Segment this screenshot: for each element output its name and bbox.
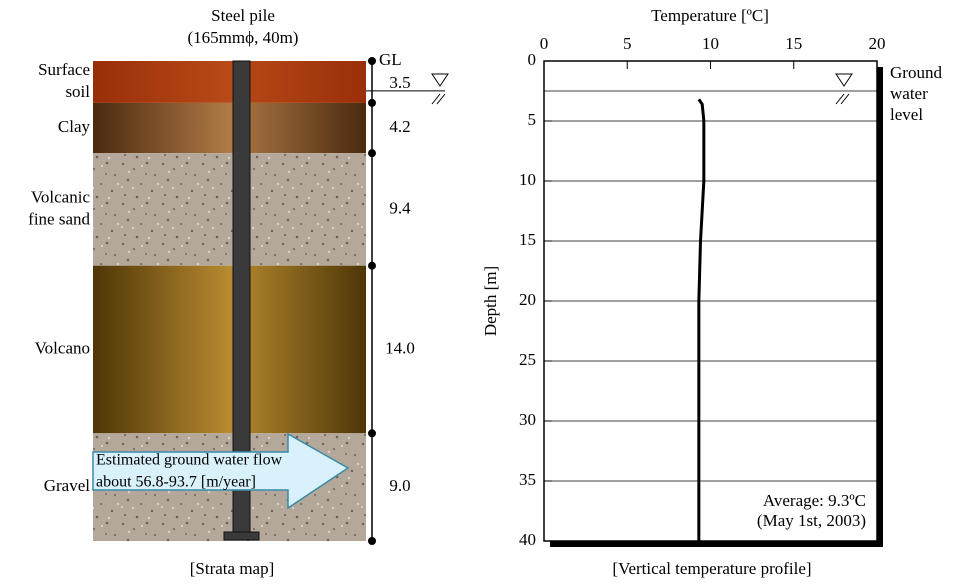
gw-symbol [432,74,448,86]
caption: [Strata map] [190,559,275,578]
stratum-name: Surface [38,60,90,79]
x-tick-label: 10 [702,34,719,53]
y-tick-label: 35 [519,470,536,489]
x-axis-label: Temperature [ºC] [651,6,769,25]
stratum-name: fine sand [28,209,90,228]
y-tick-label: 10 [519,170,536,189]
y-tick-label: 5 [528,110,537,129]
page: Steel pile (165mmϕ, 40m) GL 3.5 Surface soil 4… [0,0,959,584]
y-tick-label: 0 [528,50,537,69]
annotation: (May 1st, 2003) [757,511,866,530]
x-tick-label: 20 [869,34,886,53]
stratum-name: Volcano [35,338,90,357]
y-tick-label: 15 [519,230,536,249]
thickness-label: 4.2 [389,117,410,136]
stratum-name: Volcanic [31,187,91,206]
y-axis-label: Depth [m] [481,266,500,336]
stratum [93,61,366,103]
groundwater-label: Ground [890,63,942,82]
groundwater-label: level [890,105,923,124]
stratum [93,266,366,434]
y-tick-label: 25 [519,350,536,369]
pile-title: (165mmϕ, 40m) [188,28,299,47]
boundary-dot [368,99,376,107]
stratum [93,103,366,153]
annotation: Average: 9.3ºC [763,491,866,510]
y-tick-label: 20 [519,290,536,309]
boundary-dot [368,262,376,270]
flow-text: about 56.8-93.7 [m/year] [96,474,256,491]
boundary-dot [368,149,376,157]
thickness-label: 3.5 [389,73,410,92]
groundwater-label: water [890,84,928,103]
stratum [93,153,366,266]
boundary-dot [368,537,376,545]
thickness-label: 9.4 [389,198,411,217]
figure: Steel pile (165mmϕ, 40m) GL 3.5 Surface soil 4… [0,0,959,584]
boundary-dot [368,429,376,437]
caption: [Vertical temperature profile] [612,559,811,578]
stratum-name: Clay [58,117,91,136]
stratum-name: Gravel [44,476,91,495]
thickness-label: 9.0 [389,476,410,495]
x-tick-label: 15 [785,34,802,53]
thickness-label: 14.0 [385,338,415,357]
x-tick-label: 0 [540,34,549,53]
y-tick-label: 40 [519,530,536,549]
boundary-dot [368,57,376,65]
gw-symbol [432,94,445,104]
gl-label: GL [379,50,402,69]
stratum-name: soil [65,82,90,101]
flow-text: Estimated ground water flow [96,452,283,469]
pile-title: Steel pile [211,6,275,25]
x-tick-label: 5 [623,34,632,53]
y-tick-label: 30 [519,410,536,429]
pile-base [224,532,259,540]
